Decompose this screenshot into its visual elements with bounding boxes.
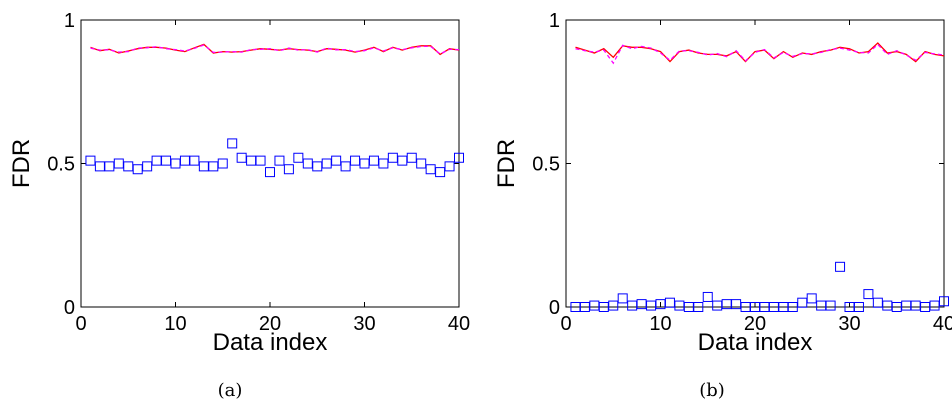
data-point-square [444, 161, 455, 172]
y-axis-label: FDR [8, 139, 35, 188]
data-point-square [406, 152, 417, 163]
data-point-square [435, 167, 446, 178]
y-tick-label: 0.5 [47, 154, 75, 176]
series-line-2 [90, 44, 460, 55]
data-point-square [142, 161, 153, 172]
x-tick-label: 20 [259, 313, 281, 335]
x-axis-label: Data index [213, 329, 328, 356]
data-point-square [227, 138, 238, 149]
x-tick-label: 0 [75, 313, 86, 335]
y-tick-label: 1 [64, 10, 75, 32]
data-point-square [939, 296, 949, 307]
panel-caption: (b) [699, 380, 725, 401]
data-point-square [853, 302, 864, 312]
y-tick-label: 0 [549, 297, 560, 319]
data-point-square [617, 293, 628, 304]
y-tick-label: 0 [64, 297, 75, 319]
data-point-square [702, 291, 713, 302]
x-axis-label: Data index [698, 329, 813, 356]
y-tick-label: 1 [549, 10, 560, 32]
data-point-square [265, 167, 275, 178]
plot-frame [80, 19, 460, 308]
series-line-2 [575, 43, 945, 65]
panel-caption: (a) [218, 380, 243, 401]
chart-panel-1: 0 10 20 30 40 0 0.5 1 Data index FDR (a) [8, 10, 470, 401]
data-point-square [331, 155, 342, 166]
data-point-square [863, 289, 874, 300]
x-tick-label: 40 [448, 313, 470, 335]
data-point-square [693, 302, 704, 312]
data-point-square [217, 158, 228, 169]
data-point-square [835, 261, 846, 272]
x-tick-label: 30 [838, 313, 860, 335]
plot-frame [565, 19, 945, 308]
data-point-square [293, 152, 304, 163]
x-tick-label: 40 [933, 313, 952, 335]
data-point-square [85, 155, 96, 166]
data-point-square [825, 300, 836, 311]
x-tick-label: 0 [560, 313, 571, 335]
data-point-square [416, 158, 427, 169]
data-point-square [608, 300, 619, 311]
data-point-square [189, 155, 200, 166]
data-point-square [806, 293, 817, 304]
data-point-square [255, 155, 266, 166]
x-tick-label: 20 [744, 313, 766, 335]
data-point-square [340, 161, 351, 172]
y-axis-label: FDR [493, 139, 520, 188]
data-point-square [454, 152, 464, 163]
x-tick-label: 10 [649, 313, 671, 335]
data-point-square [283, 164, 294, 175]
data-point-square [378, 158, 389, 169]
chart-panel-2: 0 10 20 30 40 0 0.5 1 Data index FDR (b) [493, 10, 952, 401]
y-tick-label: 0.5 [532, 154, 560, 176]
x-tick-label: 30 [353, 313, 375, 335]
data-point-square [274, 155, 285, 166]
x-tick-label: 10 [164, 313, 186, 335]
